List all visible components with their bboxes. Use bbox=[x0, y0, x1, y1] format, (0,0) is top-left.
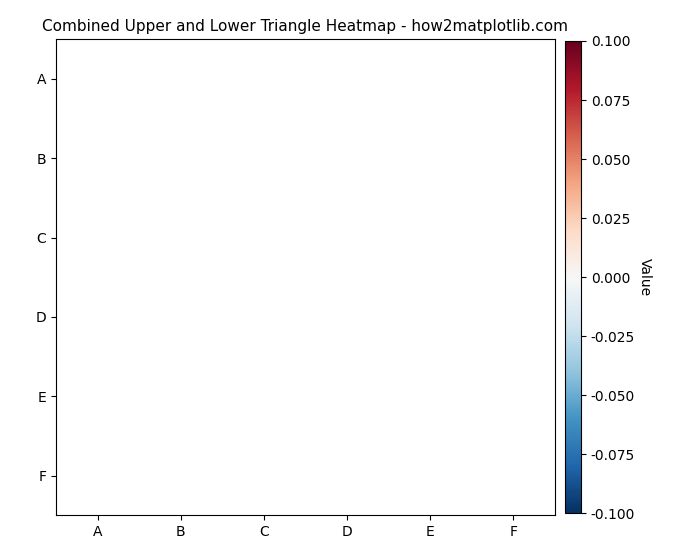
Title: Combined Upper and Lower Triangle Heatmap - how2matplotlib.com: Combined Upper and Lower Triangle Heatma… bbox=[43, 19, 568, 34]
Y-axis label: Value: Value bbox=[638, 258, 652, 296]
